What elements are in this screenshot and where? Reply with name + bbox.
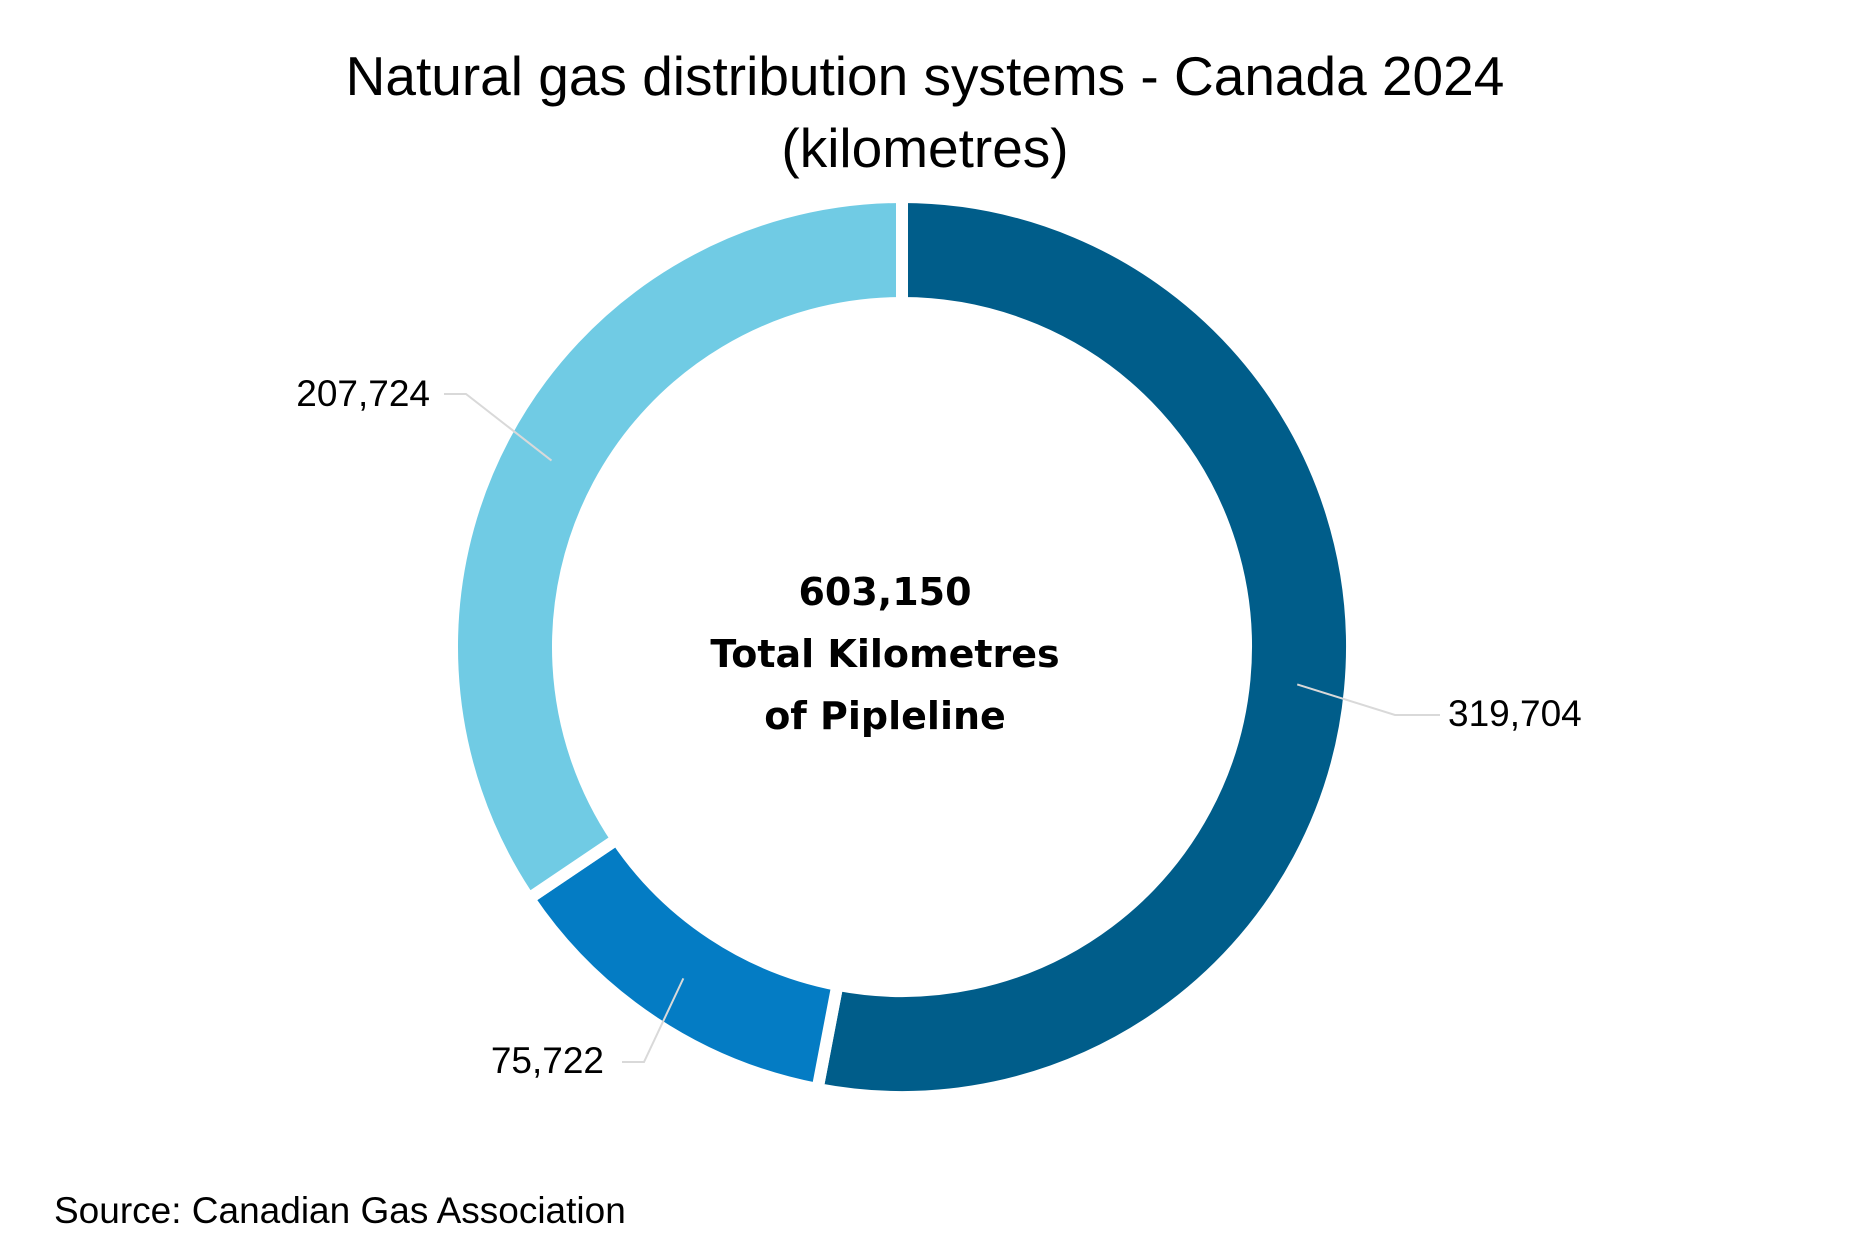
leader-line-319704	[1296, 683, 1440, 716]
center-total-caption-line-1: Total Kilometres	[710, 632, 1059, 676]
slice-label-319704: 319,704	[1448, 693, 1582, 734]
source-note: Source: Canadian Gas Association	[54, 1190, 626, 1231]
slice-label-207724: 207,724	[296, 373, 430, 414]
leader-line-207724	[444, 393, 553, 462]
chart-title-line-2: (kilometres)	[781, 117, 1068, 179]
center-total-value: 603,150	[798, 570, 971, 614]
slice-label-75722: 75,722	[491, 1040, 604, 1081]
donut-slice-319704	[810, 190, 1358, 1103]
donut-slices	[446, 190, 1358, 1103]
center-total-caption-line-2: of Pipleline	[764, 694, 1006, 738]
leader-lines	[444, 393, 1440, 1063]
donut-slice-207724	[446, 190, 908, 907]
chart-title-line-1: Natural gas distribution systems - Canad…	[346, 45, 1505, 107]
leader-line-75722	[622, 977, 685, 1063]
